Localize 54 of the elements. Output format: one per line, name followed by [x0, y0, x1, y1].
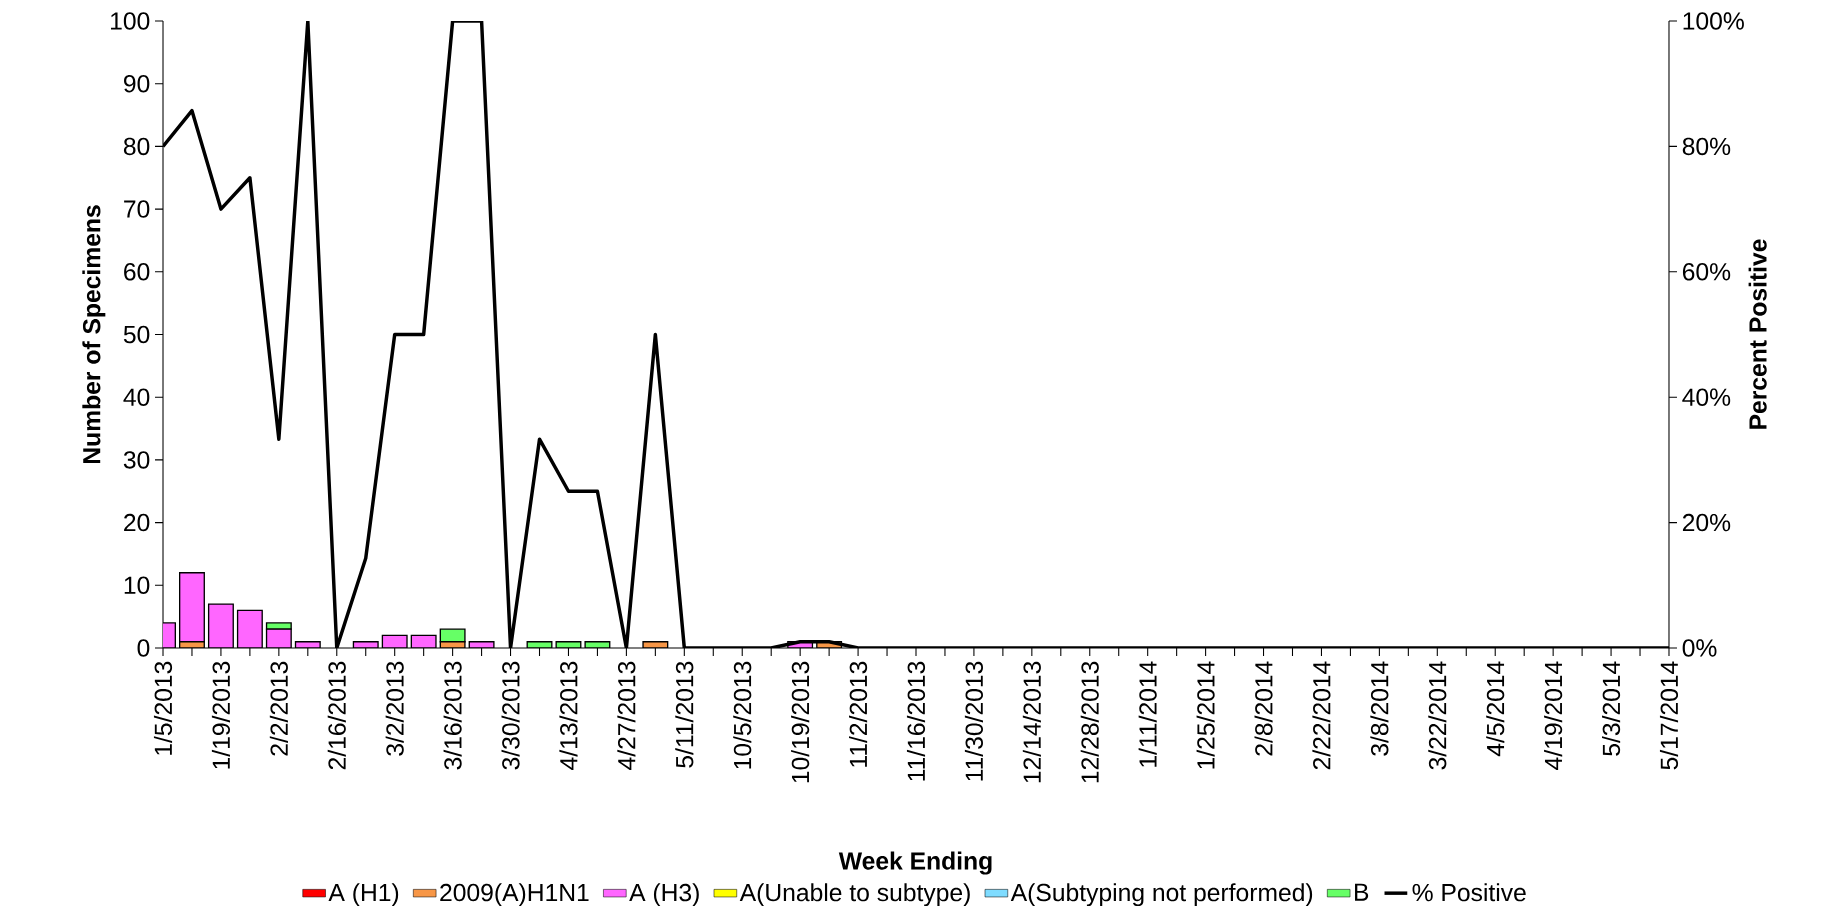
x-tick-label: 11/30/2013 [964, 661, 983, 781]
x-tick-label: 5/17/2014 [1659, 661, 1679, 770]
x-tick-label: 3/30/2013 [501, 661, 520, 770]
y-tick-label: 40 [123, 388, 150, 406]
y-tick-label: 10 [124, 576, 150, 595]
y-tick-label: 90 [124, 74, 150, 93]
y-axis-title: Number of Specimens [82, 205, 106, 464]
x-tick-label: 5/11/2013 [675, 661, 694, 768]
x-tick-label: 11/2/2013 [849, 661, 868, 767]
y2-tick-label: 60% [1682, 263, 1731, 281]
x-tick-label: 10/5/2013 [733, 661, 752, 769]
x-tick-label: 11/16/2013 [906, 661, 926, 781]
legend-label: A (H1) [328, 883, 399, 906]
x-tick-label: 3/2/2013 [385, 661, 404, 756]
legend-label: A (H3) [629, 883, 699, 906]
x-tick-label: 4/13/2013 [559, 661, 578, 770]
x-tick-label: 12/14/2013 [1022, 661, 1041, 783]
y-tick-label: 20 [124, 513, 150, 532]
x-tick-label: 5/3/2014 [1602, 661, 1621, 756]
x-tick-label: 2/16/2013 [327, 661, 346, 770]
x-axis-title: Week Ending [838, 851, 992, 875]
x-tick-label: 2/8/2014 [1254, 661, 1273, 756]
legend-label: A(Unable to subtype) [739, 883, 970, 906]
y2-tick-label: 100% [1683, 12, 1744, 30]
y2-tick-label: 20% [1682, 513, 1731, 532]
x-tick-label: 3/22/2014 [1428, 661, 1447, 770]
x-tick-label: 1/19/2013 [211, 661, 230, 769]
legend-label: B [1355, 883, 1369, 901]
y-tick-label: 100 [111, 12, 150, 30]
legend-label: % Positive [1412, 883, 1526, 902]
x-tick-label: 3/16/2013 [443, 661, 462, 770]
x-tick-label: 4/19/2014 [1544, 661, 1563, 770]
y2-tick-label: 40% [1682, 388, 1731, 406]
y2-tick-label: 80% [1682, 137, 1731, 156]
x-tick-label: 10/19/2013 [791, 661, 810, 783]
y-tick-label: 30 [123, 451, 150, 469]
x-tick-label: 1/25/2014 [1196, 661, 1215, 769]
y-tick-label: 70 [124, 200, 150, 218]
y-tick-label: 0 [137, 639, 150, 657]
y2-tick-label: 0% [1682, 639, 1717, 657]
x-tick-label: 2/2/2013 [269, 661, 288, 756]
x-tick-label: 3/8/2014 [1370, 661, 1389, 756]
legend-label: A(Subtyping not performed) [1010, 883, 1313, 906]
x-tick-label: 4/5/2014 [1486, 661, 1505, 757]
legend-label: 2009(A)H1N1 [440, 883, 589, 906]
y-tick-label: 50 [123, 325, 150, 344]
x-tick-label: 1/5/2013 [153, 661, 173, 755]
x-tick-label: 1/11/2014 [1138, 661, 1157, 767]
x-tick-label: 2/22/2014 [1312, 661, 1331, 770]
y-tick-label: 60 [124, 263, 150, 281]
x-tick-label: 12/28/2013 [1080, 661, 1099, 783]
y2-axis-title: Percent Positive [1748, 239, 1767, 429]
x-tick-label: 4/27/2013 [617, 661, 636, 770]
y-tick-label: 80 [123, 137, 150, 156]
